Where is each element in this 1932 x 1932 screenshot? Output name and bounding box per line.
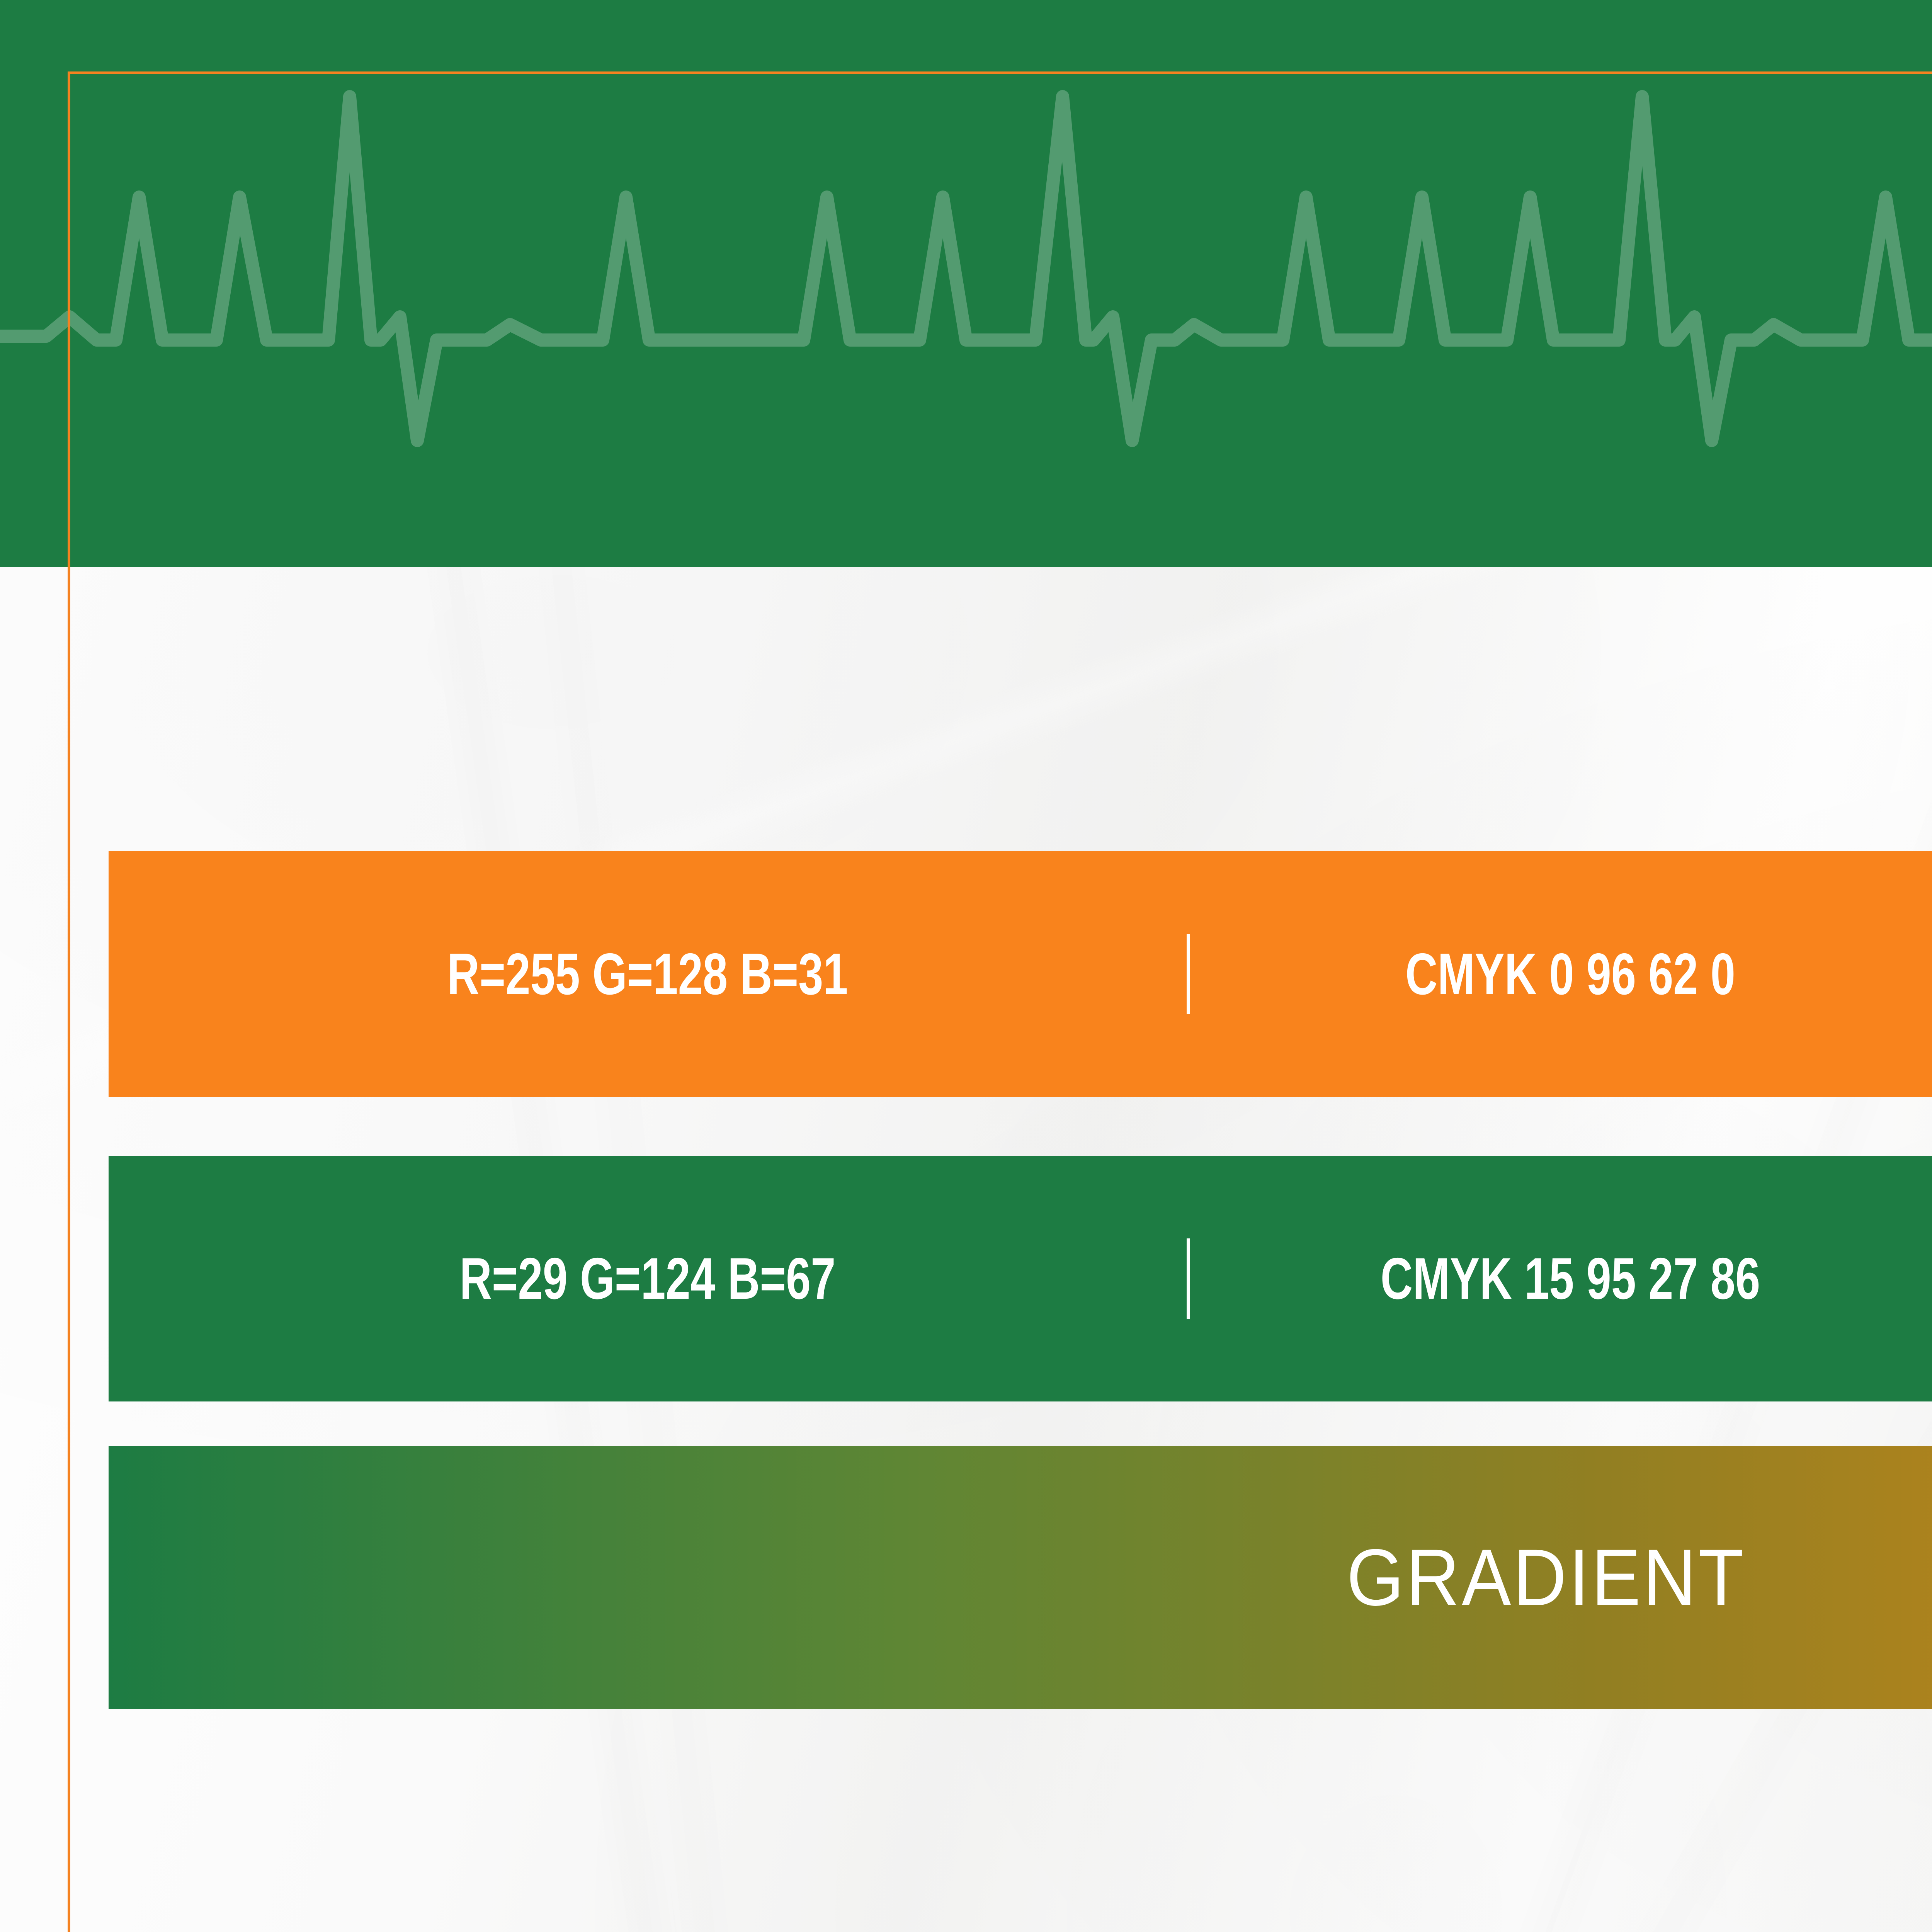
colour-swatch-list: R=255 G=128 B=31 CMYK 0 96 62 0 HEX ff 1… xyxy=(109,851,1932,1709)
swatch-row-gradient: GRADIENT xyxy=(109,1446,1932,1709)
heartbeat-line-icon xyxy=(0,70,1932,479)
swatch-orange-cmyk: CMYK 0 96 62 0 xyxy=(1405,941,1735,1007)
swatch-divider xyxy=(1187,1238,1190,1319)
swatch-orange-rgb: R=255 G=128 B=31 xyxy=(447,941,848,1007)
swatch-green-cmyk: CMYK 15 95 27 86 xyxy=(1380,1245,1760,1311)
gradient-label: GRADIENT xyxy=(1346,1532,1746,1622)
swatch-divider xyxy=(1187,934,1190,1014)
swatch-row-green: R=29 G=124 B=67 CMYK 15 95 27 86 HEX 1d … xyxy=(109,1156,1932,1401)
swatch-green-rgb: R=29 G=124 B=67 xyxy=(459,1245,836,1311)
swatch-row-orange: R=255 G=128 B=31 CMYK 0 96 62 0 HEX ff 1… xyxy=(109,851,1932,1097)
header-band: الالوان الاساسية Primary colours xyxy=(0,0,1932,567)
